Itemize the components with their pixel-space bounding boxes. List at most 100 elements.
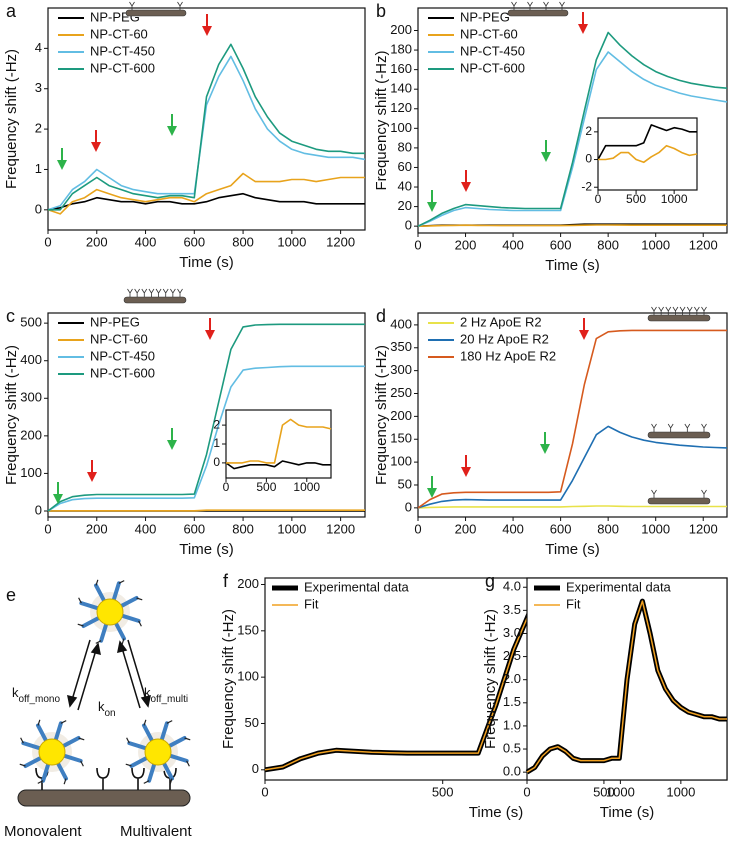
antibody xyxy=(99,622,109,643)
x-tick-label: 0 xyxy=(261,784,268,799)
y-tick-label: 100 xyxy=(20,465,42,480)
x-tick-label: 0 xyxy=(44,521,51,536)
caption: Monovalent xyxy=(4,823,82,840)
legend-label: NP-CT-450 xyxy=(460,43,525,58)
x-tick-label: 400 xyxy=(135,234,157,249)
y-tick-label: 100 xyxy=(390,454,412,469)
x-tick-label: 500 xyxy=(256,480,276,494)
surface-receptor xyxy=(170,288,176,297)
receptors xyxy=(35,767,177,790)
antibody xyxy=(36,723,48,743)
surface-receptor xyxy=(527,1,533,10)
y-tick-label: 400 xyxy=(390,316,412,331)
legend-label: 180 Hz ApoE R2 xyxy=(460,348,556,363)
arrow-head xyxy=(53,494,63,504)
antibody-tip xyxy=(118,580,125,584)
surface-receptor xyxy=(543,1,549,10)
x-tick-label: 1000 xyxy=(666,784,695,799)
y-axis-title: Frequency shift (-Hz) xyxy=(3,345,20,485)
arrow-head xyxy=(461,182,471,192)
series-line xyxy=(47,365,365,512)
legend-label: NP-CT-600 xyxy=(90,60,155,75)
antibody-tip xyxy=(143,780,150,784)
x-tick-label: 600 xyxy=(550,521,572,536)
antibody xyxy=(120,613,141,623)
series-line xyxy=(225,460,331,470)
series-line xyxy=(417,425,728,509)
y-tick-label: 400 xyxy=(20,352,42,367)
panel-label: b xyxy=(376,1,386,21)
arrow-head xyxy=(202,26,212,36)
y-tick-label: 500 xyxy=(20,315,42,330)
antibody-tip xyxy=(143,719,147,726)
legend-label: NP-CT-600 xyxy=(90,365,155,380)
series-line xyxy=(598,144,698,164)
y-tick-label: 40 xyxy=(398,178,412,193)
x-tick-label: 200 xyxy=(455,521,477,536)
x-tick-label: 0 xyxy=(44,234,51,249)
plot-frame xyxy=(597,117,698,191)
x-tick-label: 1200 xyxy=(326,521,355,536)
particle xyxy=(96,598,124,626)
arrows xyxy=(67,639,151,711)
particle xyxy=(144,738,172,766)
y-tick-label: 4.0 xyxy=(503,579,521,594)
antibody xyxy=(79,601,100,611)
surface-receptor xyxy=(155,288,162,297)
x-tick-label: 200 xyxy=(455,237,477,252)
y-tick-label: 120 xyxy=(390,100,412,115)
y-tick-label: 3.0 xyxy=(503,625,521,640)
antibody-tip xyxy=(95,579,99,586)
arrow-head xyxy=(57,160,67,170)
antibody xyxy=(162,761,174,781)
antibody xyxy=(61,736,81,748)
surface-icon xyxy=(647,314,711,322)
y-tick-label: 200 xyxy=(390,22,412,37)
y-tick-label: -2 xyxy=(581,179,592,193)
x-tick-label: 0 xyxy=(223,480,230,494)
rate-symbol: k xyxy=(144,685,151,700)
diagram-e: e koff_mono kon koff_multi Monovalent Mu… xyxy=(4,579,193,840)
antibody-tip xyxy=(126,737,130,744)
legend-label: 20 Hz ApoE R2 xyxy=(460,331,549,346)
legend-label: Experimental data xyxy=(304,579,410,594)
arrow-head xyxy=(205,330,215,340)
arrow-head xyxy=(540,444,550,454)
x-tick-label: 1000 xyxy=(277,234,306,249)
legend-label: Experimental data xyxy=(566,579,672,594)
chart: 0 200 400 600 800 1000 1200 0 50 100 150 200 250 300 3… xyxy=(373,306,728,558)
surface-icon xyxy=(125,9,187,17)
y-tick-label: 50 xyxy=(245,715,259,730)
panel-label: a xyxy=(6,1,17,21)
series-line xyxy=(417,329,727,509)
y-tick-label: 200 xyxy=(390,408,412,423)
x-tick-label: 1000 xyxy=(641,521,670,536)
y-axis-title: Frequency shift (-Hz) xyxy=(220,609,237,749)
legend-label: Fit xyxy=(304,596,319,611)
surface-receptor xyxy=(658,306,664,315)
rate-symbol: k xyxy=(98,699,105,714)
surface-receptor xyxy=(162,288,169,297)
y-tick-label: 350 xyxy=(390,339,412,354)
x-axis-title: Time (s) xyxy=(545,541,599,558)
y-tick-label: 300 xyxy=(390,362,412,377)
x-tick-label: 200 xyxy=(86,234,108,249)
rate-label: koff_multi xyxy=(144,685,188,704)
y-tick-label: 140 xyxy=(390,81,412,96)
x-axis-title: Time (s) xyxy=(469,804,523,821)
x-tick-label: 500 xyxy=(593,784,615,799)
series-line xyxy=(47,172,365,215)
x-tick-label: 0 xyxy=(595,192,602,206)
legend-label: NP-CT-600 xyxy=(460,60,525,75)
series-line xyxy=(47,509,365,512)
series-line xyxy=(47,192,365,211)
x-tick-label: 1000 xyxy=(661,192,688,206)
y-tick-label: 160 xyxy=(390,61,412,76)
x-axis-title: Time (s) xyxy=(545,257,599,274)
antibody-tip xyxy=(19,763,26,767)
surface-icon xyxy=(647,431,711,439)
antibody xyxy=(53,721,63,742)
surface-icon xyxy=(123,296,187,304)
antibody-tip xyxy=(63,778,67,785)
